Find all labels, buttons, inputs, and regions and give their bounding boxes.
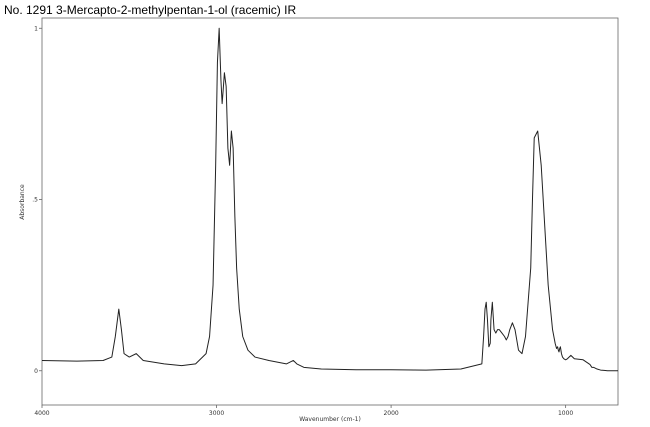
x-axis-ticks: 4000 3000 2000 1000 [34, 405, 573, 417]
x-tick-label: 2000 [383, 410, 398, 417]
x-axis-label: Wavenumber (cm-1) [299, 416, 361, 423]
x-tick-label: 4000 [34, 410, 49, 417]
chart-title: No. 1291 3-Mercapto-2-methylpentan-1-ol … [4, 3, 297, 17]
series-group [41, 27, 618, 372]
y-tick-label: 0 [34, 368, 38, 375]
x-tick-label: 1000 [558, 410, 573, 417]
y-tick-label: 1 [34, 25, 38, 32]
y-tick-label: .5 [32, 197, 38, 204]
y-axis-label: Absorbance [19, 184, 26, 220]
y-axis-ticks: 0.51 [32, 25, 42, 375]
plot-frame [41, 17, 619, 406]
x-tick-label: 3000 [209, 410, 224, 417]
spectrum-line [41, 27, 618, 372]
